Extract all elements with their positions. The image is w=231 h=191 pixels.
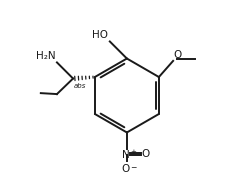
Text: O: O [122, 164, 130, 174]
Text: HO: HO [92, 30, 108, 40]
Text: O: O [174, 50, 182, 60]
Text: O: O [142, 149, 150, 159]
Text: −: − [130, 163, 137, 172]
Text: H₂N: H₂N [36, 51, 56, 61]
Text: N: N [122, 150, 130, 160]
Text: +: + [130, 149, 136, 155]
Text: abs: abs [74, 83, 86, 89]
